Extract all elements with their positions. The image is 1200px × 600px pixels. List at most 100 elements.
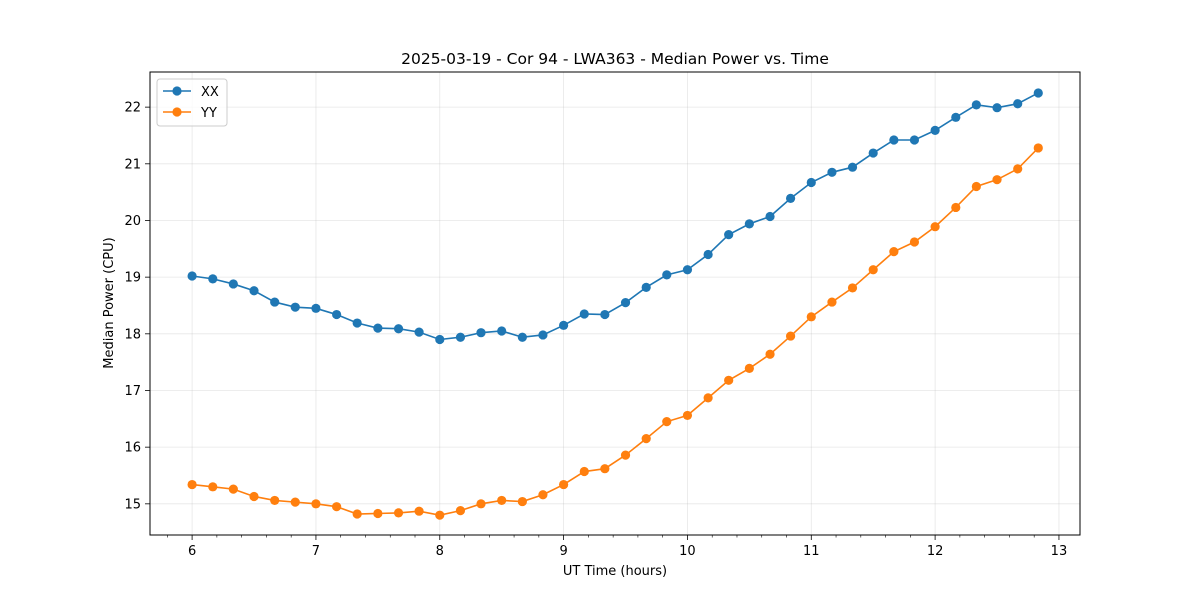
legend-marker-xx [172, 86, 182, 96]
data-point-xx [682, 265, 693, 275]
data-point-xx [662, 270, 672, 280]
y-tick-label: 21 [124, 157, 141, 172]
x-tick-label: 6 [188, 544, 196, 559]
data-point-yy [600, 464, 610, 474]
data-point-yy [476, 499, 486, 509]
data-point-yy [311, 499, 321, 509]
y-tick-label: 19 [124, 271, 141, 286]
x-tick-label: 8 [436, 544, 444, 559]
data-point-xx [724, 230, 734, 240]
data-point-yy [393, 508, 404, 518]
legend-marker-yy [172, 107, 182, 117]
data-point-xx [1013, 99, 1023, 109]
data-point-xx [909, 135, 920, 145]
data-point-xx [847, 162, 858, 172]
data-point-yy [414, 506, 424, 516]
x-tick-label: 7 [312, 544, 320, 559]
y-tick-label: 20 [124, 214, 141, 229]
data-point-xx [971, 100, 981, 110]
axes: 6 7 8 9 10 11 12 13 15 16 17 18 19 20 21 22 [124, 101, 1067, 559]
data-point-yy [909, 237, 920, 247]
data-point-xx [476, 328, 486, 338]
data-point-xx [373, 323, 383, 333]
legend-label-yy: YY [200, 106, 217, 121]
data-point-yy [806, 312, 816, 322]
data-point-xx [435, 334, 445, 345]
x-tick-label: 13 [1051, 544, 1068, 559]
data-point-xx [806, 177, 816, 188]
data-point-yy [765, 349, 775, 359]
data-point-yy [208, 482, 218, 492]
data-point-xx [352, 318, 362, 328]
legend: XX YY [156, 78, 228, 127]
data-point-xx [765, 211, 775, 222]
plot-area-frame [149, 71, 1081, 536]
data-point-xx [951, 112, 961, 122]
data-point-xx [889, 135, 899, 145]
x-tick-label: 10 [679, 544, 696, 559]
data-point-yy [332, 502, 342, 512]
data-point-yy [971, 181, 981, 192]
data-point-xx [703, 249, 713, 260]
y-tick-label: 16 [124, 441, 141, 456]
data-point-yy [187, 479, 197, 490]
data-point-xx [290, 302, 300, 312]
data-point-yy [435, 510, 445, 520]
data-point-xx [455, 332, 466, 342]
data-point-yy [785, 331, 796, 341]
x-tick-label: 11 [803, 544, 820, 559]
legend-label-xx: XX [201, 85, 219, 100]
data-point-xx [393, 324, 404, 334]
data-point-yy [290, 497, 300, 507]
data-point-yy [1013, 164, 1023, 174]
data-point-xx [620, 298, 631, 308]
data-point-yy [620, 450, 631, 460]
x-axis-label: UT Time (hours) [563, 564, 667, 579]
data-point-xx [270, 297, 280, 307]
x-tick-label: 12 [927, 544, 944, 559]
data-point-yy [538, 490, 548, 500]
data-point-xx [538, 330, 548, 340]
grid [150, 72, 1080, 535]
y-tick-label: 18 [124, 327, 141, 342]
y-axis-label: Median Power (CPU) [102, 237, 117, 368]
data-point-yy [744, 363, 754, 373]
data-point-yy [889, 247, 899, 257]
data-point-yy [455, 506, 466, 516]
data-point-xx [414, 327, 424, 337]
data-point-yy [682, 410, 693, 421]
data-point-yy [352, 509, 362, 519]
data-point-xx [641, 282, 651, 292]
data-point-yy [249, 491, 259, 502]
data-point-xx [228, 279, 238, 289]
data-point-xx [332, 309, 342, 320]
data-point-xx [744, 219, 754, 229]
data-point-yy [868, 265, 878, 275]
data-point-xx [930, 125, 940, 135]
data-point-yy [373, 508, 383, 519]
data-point-xx [559, 320, 569, 330]
data-point-yy [1033, 143, 1043, 153]
data-point-yy [228, 484, 238, 494]
data-point-xx [579, 309, 589, 319]
data-point-yy [270, 495, 280, 506]
data-point-yy [724, 375, 734, 385]
y-tick-label: 22 [124, 101, 141, 116]
data-point-yy [951, 202, 961, 213]
data-point-yy [827, 297, 837, 307]
data-point-yy [517, 496, 527, 507]
data-point-yy [662, 417, 672, 427]
y-tick-label: 15 [124, 497, 141, 512]
data-point-yy [579, 466, 589, 477]
chart-title: 2025-03-19 - Cor 94 - LWA363 - Median Po… [401, 50, 829, 68]
data-point-xx [868, 148, 878, 158]
data-point-yy [930, 222, 940, 232]
data-point-xx [600, 309, 610, 320]
data-point-yy [992, 175, 1002, 185]
data-point-xx [992, 103, 1002, 113]
data-point-xx [311, 303, 321, 313]
data-point-xx [249, 286, 259, 296]
data-point-yy [703, 393, 713, 403]
data-point-xx [497, 326, 507, 336]
